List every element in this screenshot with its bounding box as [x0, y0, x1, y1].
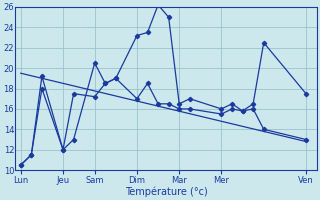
X-axis label: Température (°c): Température (°c) [124, 186, 207, 197]
